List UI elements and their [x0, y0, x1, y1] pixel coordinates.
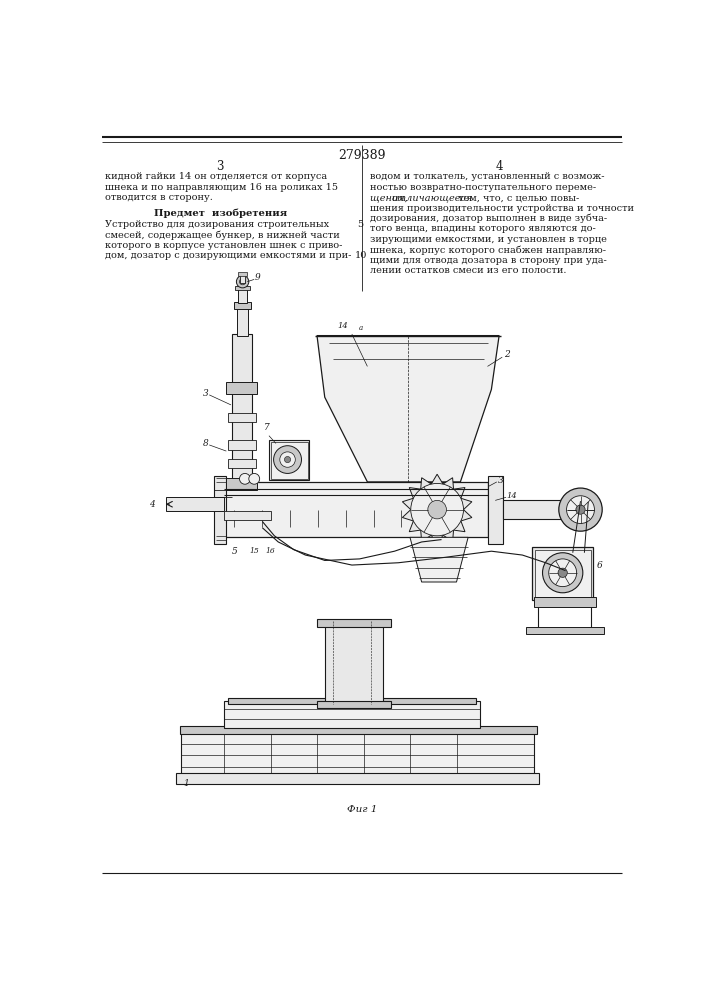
Text: смесей, содержащее бункер, в нижней части: смесей, содержащее бункер, в нижней част…: [105, 230, 340, 240]
Bar: [235, 286, 250, 290]
Text: которого в корпусе установлен шнек с приво-: которого в корпусе установлен шнек с при…: [105, 241, 343, 250]
Text: Предмет  изобретения: Предмет изобретения: [153, 208, 287, 218]
Circle shape: [428, 500, 446, 519]
Text: Фиг 1: Фиг 1: [346, 805, 377, 814]
Text: шения производительности устройства и точности: шения производительности устройства и то…: [370, 204, 633, 213]
Bar: [228, 413, 256, 422]
Bar: [182, 728, 534, 778]
Bar: [232, 334, 252, 483]
Polygon shape: [402, 474, 472, 545]
Bar: [325, 620, 383, 704]
Bar: [271, 442, 308, 479]
Text: щими для отвода дозатора в сторону при уда-: щими для отвода дозатора в сторону при у…: [370, 256, 607, 265]
Text: 8: 8: [203, 439, 209, 448]
Text: 10: 10: [355, 251, 368, 260]
Text: водом и толкатель, установленный с возмож-: водом и толкатель, установленный с возмо…: [370, 172, 604, 181]
Circle shape: [284, 456, 291, 463]
Text: а: а: [359, 324, 363, 332]
Bar: [234, 302, 251, 309]
Text: 6: 6: [597, 561, 602, 570]
Text: зирующими емкостями, и установлен в торце: зирующими емкостями, и установлен в торц…: [370, 235, 607, 244]
Text: 5: 5: [357, 220, 363, 229]
Bar: [534, 550, 590, 597]
Text: ностью возвратно-поступательного переме-: ностью возвратно-поступательного переме-: [370, 183, 596, 192]
Bar: [317, 701, 391, 708]
Bar: [224, 701, 480, 728]
Text: дом, дозатор с дозирующими емкостями и при-: дом, дозатор с дозирующими емкостями и п…: [105, 251, 352, 260]
Bar: [166, 497, 224, 511]
Circle shape: [240, 473, 250, 484]
Bar: [317, 619, 391, 627]
Bar: [228, 440, 256, 450]
Text: 5: 5: [231, 547, 237, 556]
Bar: [503, 500, 565, 519]
Bar: [228, 698, 476, 704]
Circle shape: [240, 279, 246, 285]
Text: отводится в сторону.: отводится в сторону.: [105, 193, 214, 202]
Bar: [237, 305, 248, 336]
Text: кидной гайки 14 он отделяется от корпуса: кидной гайки 14 он отделяется от корпуса: [105, 172, 327, 181]
Bar: [180, 726, 537, 734]
Circle shape: [411, 483, 464, 536]
Text: 7: 7: [264, 423, 269, 432]
Bar: [226, 478, 257, 490]
Circle shape: [559, 488, 602, 531]
Bar: [240, 274, 245, 283]
Circle shape: [558, 568, 567, 577]
Text: шнека, корпус которого снабжен направляю-: шнека, корпус которого снабжен направляю…: [370, 245, 606, 255]
Text: 4: 4: [496, 160, 503, 173]
Text: щения,: щения,: [370, 193, 411, 202]
Text: шнека и по направляющим 16 на роликах 15: шнека и по направляющим 16 на роликах 15: [105, 183, 339, 192]
Circle shape: [236, 276, 249, 288]
Text: 16: 16: [265, 547, 275, 555]
Circle shape: [549, 559, 577, 587]
Text: 15: 15: [250, 547, 259, 555]
Bar: [224, 482, 488, 537]
Circle shape: [566, 496, 595, 523]
Text: лении остатков смеси из его полости.: лении остатков смеси из его полости.: [370, 266, 566, 275]
Text: 3: 3: [216, 160, 224, 173]
Text: 9: 9: [255, 273, 261, 282]
Text: 3: 3: [498, 476, 503, 485]
Bar: [269, 440, 309, 480]
Text: 279389: 279389: [338, 149, 386, 162]
Bar: [238, 272, 247, 276]
Text: тем, что, с целью повы-: тем, что, с целью повы-: [455, 193, 579, 202]
Bar: [176, 773, 539, 784]
Text: 3: 3: [203, 389, 209, 398]
Circle shape: [274, 446, 301, 473]
Polygon shape: [317, 336, 499, 482]
Bar: [228, 459, 256, 468]
Bar: [526, 627, 604, 634]
Circle shape: [542, 553, 583, 593]
Bar: [534, 597, 596, 607]
Bar: [226, 382, 257, 394]
Circle shape: [249, 473, 259, 484]
Text: 4: 4: [149, 500, 155, 509]
Text: 2: 2: [504, 350, 510, 359]
Bar: [488, 476, 503, 544]
Bar: [532, 547, 593, 600]
Text: 1: 1: [183, 779, 189, 788]
Text: Устройство для дозирования строительных: Устройство для дозирования строительных: [105, 220, 329, 229]
Text: 14: 14: [337, 322, 348, 330]
Polygon shape: [410, 537, 468, 582]
Text: дозирования, дозатор выполнен в виде зубча-: дозирования, дозатор выполнен в виде зуб…: [370, 214, 607, 223]
Bar: [224, 511, 271, 520]
Bar: [238, 288, 247, 303]
Circle shape: [280, 452, 296, 467]
Circle shape: [575, 505, 585, 514]
Text: 14: 14: [507, 492, 518, 500]
Text: отличающееся: отличающееся: [392, 193, 473, 202]
Bar: [214, 476, 226, 544]
Text: того венца, впадины которого являются до-: того венца, впадины которого являются до…: [370, 224, 595, 233]
